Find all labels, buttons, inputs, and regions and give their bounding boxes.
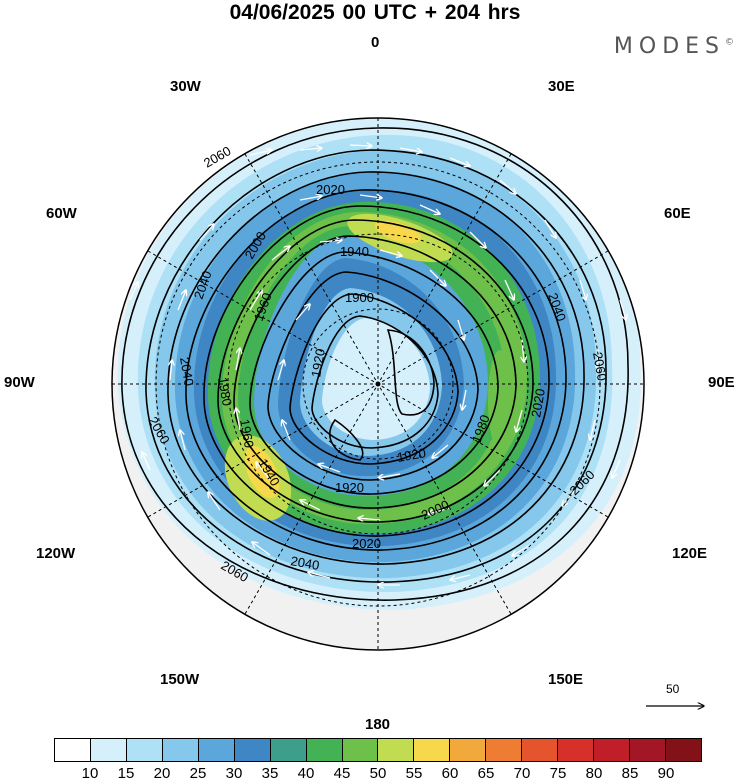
colorbar-tick-label: 40	[297, 765, 315, 782]
colorbar-swatch	[558, 739, 595, 761]
south-pole-marker	[375, 381, 381, 387]
colorbar-ticks: 10 15 20 25 30 35 40 45 50 55 60 65 70 75 80 85 90	[54, 765, 702, 782]
colorbar-tick-label: 15	[117, 765, 135, 782]
colorbar-tick-label: 50	[369, 765, 387, 782]
colorbar-tick-label: 90	[657, 765, 675, 782]
colorbar-swatch	[90, 739, 127, 761]
colorbar-tick-label: 75	[549, 765, 567, 782]
colorbar-tick-label: 45	[333, 765, 351, 782]
svg-text:1920: 1920	[308, 347, 328, 378]
colorbar-swatch	[270, 739, 307, 761]
colorbar-tick-label: 25	[189, 765, 207, 782]
svg-text:2060: 2060	[590, 351, 610, 382]
colorbar-swatch	[378, 739, 415, 761]
colorbar-swatch	[522, 739, 559, 761]
svg-text:2040: 2040	[177, 356, 197, 387]
colorbar-tick-label: 55	[405, 765, 423, 782]
wind-vectors	[129, 145, 626, 585]
colorbar-swatch	[450, 739, 487, 761]
reference-vector-label: 50	[666, 682, 680, 696]
colorbar-swatch	[198, 739, 235, 761]
colorbar-swatch	[665, 739, 701, 761]
lon-label-90e: 90E	[708, 374, 735, 391]
colorbar-tick-label: 60	[441, 765, 459, 782]
colorbar-swatch	[126, 739, 163, 761]
svg-text:2020: 2020	[316, 182, 345, 197]
colorbar-swatch	[162, 739, 199, 761]
colorbar-swatch	[630, 739, 666, 761]
lon-label-120e: 120E	[672, 545, 708, 562]
svg-text:1920: 1920	[396, 445, 427, 465]
colorbar-swatch	[55, 739, 91, 761]
colorbar-tick-label: 65	[477, 765, 495, 782]
colorbar-swatch	[342, 739, 379, 761]
svg-text:1900: 1900	[345, 290, 374, 305]
svg-text:1960: 1960	[237, 418, 257, 449]
svg-text:2020: 2020	[528, 387, 548, 418]
lon-label-0: 0	[371, 34, 380, 51]
colorbar-tick-label: 80	[585, 765, 603, 782]
map-boundary	[111, 117, 645, 651]
brand-logo: MODES©	[613, 34, 734, 59]
colorbar-tick-label: 70	[513, 765, 531, 782]
lon-label-120w: 120W	[36, 545, 76, 562]
svg-text:1980: 1980	[215, 376, 235, 407]
colorbar	[54, 738, 702, 762]
colorbar-swatch	[234, 739, 271, 761]
map-title: 04/06/2025 00 UTC + 204 hrs	[229, 1, 521, 24]
colorbar-tick-label: 35	[261, 765, 279, 782]
colorbar-swatch	[486, 739, 523, 761]
colorbar-tick-label: 10	[81, 765, 99, 782]
colorbar-swatch	[594, 739, 630, 761]
colorbar-swatch	[414, 739, 451, 761]
colorbar-tick-label: 20	[153, 765, 171, 782]
lon-label-180: 180	[365, 716, 391, 733]
colorbar-tick-label: 85	[621, 765, 639, 782]
height-contours	[121, 127, 629, 601]
svg-text:2040: 2040	[289, 553, 320, 573]
lon-label-150w: 150W	[160, 671, 200, 688]
reference-vector-arrow	[646, 682, 706, 712]
svg-text:1940: 1940	[340, 244, 369, 259]
lon-label-30e: 30E	[548, 78, 575, 95]
lon-label-90w: 90W	[4, 374, 35, 391]
svg-text:2020: 2020	[352, 536, 381, 551]
lon-label-60e: 60E	[664, 205, 691, 222]
lon-label-60w: 60W	[46, 205, 77, 222]
colorbar-tick-label: 30	[225, 765, 243, 782]
colorbar-swatch	[306, 739, 343, 761]
svg-text:1920: 1920	[335, 480, 364, 495]
lon-label-30w: 30W	[170, 78, 201, 95]
lon-label-150e: 150E	[548, 671, 584, 688]
